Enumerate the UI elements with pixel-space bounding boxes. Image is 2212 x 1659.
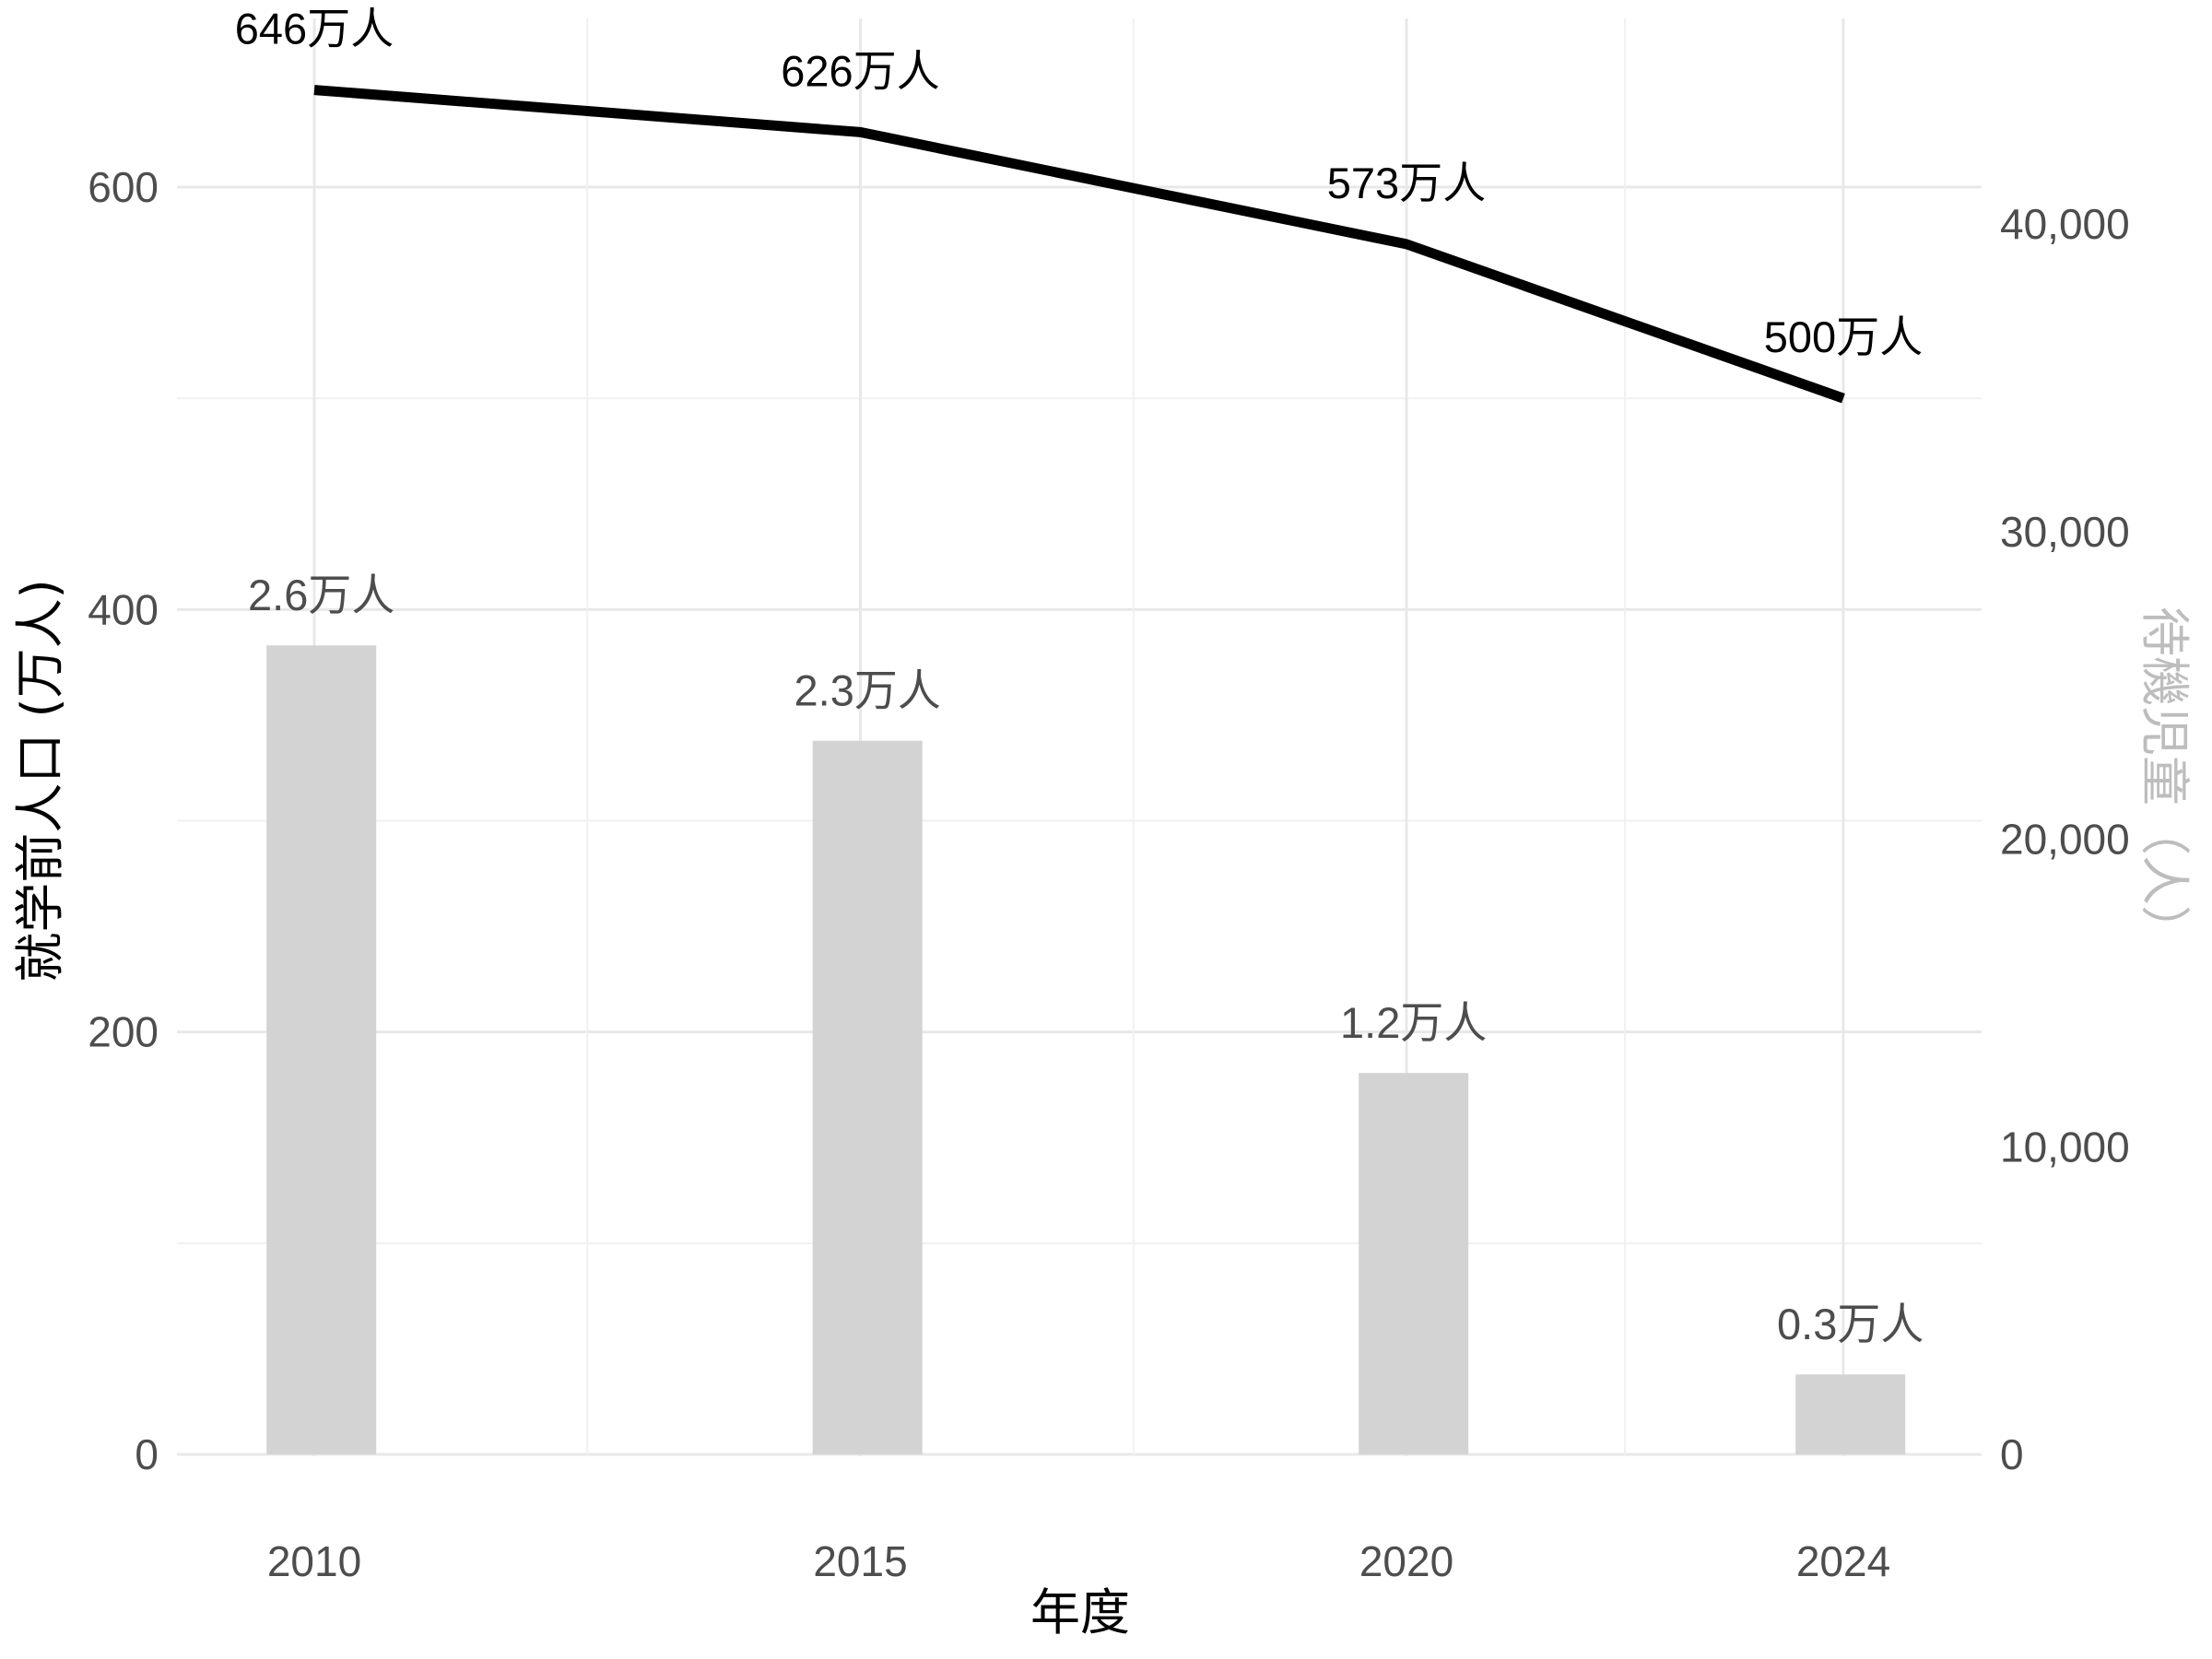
right-tick-label: 10,000 xyxy=(2000,1123,2130,1171)
bar xyxy=(812,740,923,1454)
x-tick-label: 2020 xyxy=(1359,1537,1453,1585)
line-data-label: 646万人 xyxy=(235,5,394,53)
right-tick-label: 0 xyxy=(2000,1430,2024,1478)
right-tick-label: 20,000 xyxy=(2000,816,2130,864)
left-tick-label: 400 xyxy=(88,585,159,633)
bar xyxy=(1359,1073,1469,1454)
bar xyxy=(1795,1374,1906,1454)
right-tick-label: 30,000 xyxy=(2000,508,2130,556)
series-line xyxy=(313,85,1845,404)
bar-data-label: 1.2万人 xyxy=(1340,998,1487,1047)
bar-data-label: 2.3万人 xyxy=(794,666,941,715)
x-tick-label: 2015 xyxy=(813,1537,907,1585)
left-tick-label: 600 xyxy=(88,163,159,211)
bar-labels: 2.6万人 2.3万人 1.2万人 0.3万人 xyxy=(248,571,1924,1348)
bar-series xyxy=(266,645,1906,1454)
right-axis-ticks: 0 10,000 20,000 30,000 40,000 xyxy=(2000,200,2130,1478)
line-data-label: 573万人 xyxy=(1327,159,1486,207)
bar xyxy=(266,645,377,1454)
line-series xyxy=(313,85,1845,404)
x-tick-label: 2024 xyxy=(1796,1537,1890,1585)
x-axis-title: 年度 xyxy=(1030,1583,1130,1641)
left-tick-label: 0 xyxy=(135,1430,159,1478)
bar-data-label: 0.3万人 xyxy=(1777,1300,1924,1348)
line-data-label: 500万人 xyxy=(1764,312,1923,361)
bar-data-label: 2.6万人 xyxy=(248,571,394,619)
right-axis-title: 待機児童（人） xyxy=(2136,606,2194,955)
left-tick-label: 200 xyxy=(88,1008,159,1056)
x-axis-ticks: 2010 2015 2020 2024 xyxy=(267,1537,1890,1585)
right-tick-label: 40,000 xyxy=(2000,200,2130,248)
line-labels: 646万人 626万人 573万人 500万人 xyxy=(235,5,1923,362)
left-axis-title: 就学前人口 (万人) xyxy=(11,579,69,982)
grid xyxy=(177,18,1982,1456)
line-data-label: 626万人 xyxy=(781,46,939,95)
left-axis-ticks: 0 200 400 600 xyxy=(88,163,159,1478)
x-tick-label: 2010 xyxy=(267,1537,361,1585)
